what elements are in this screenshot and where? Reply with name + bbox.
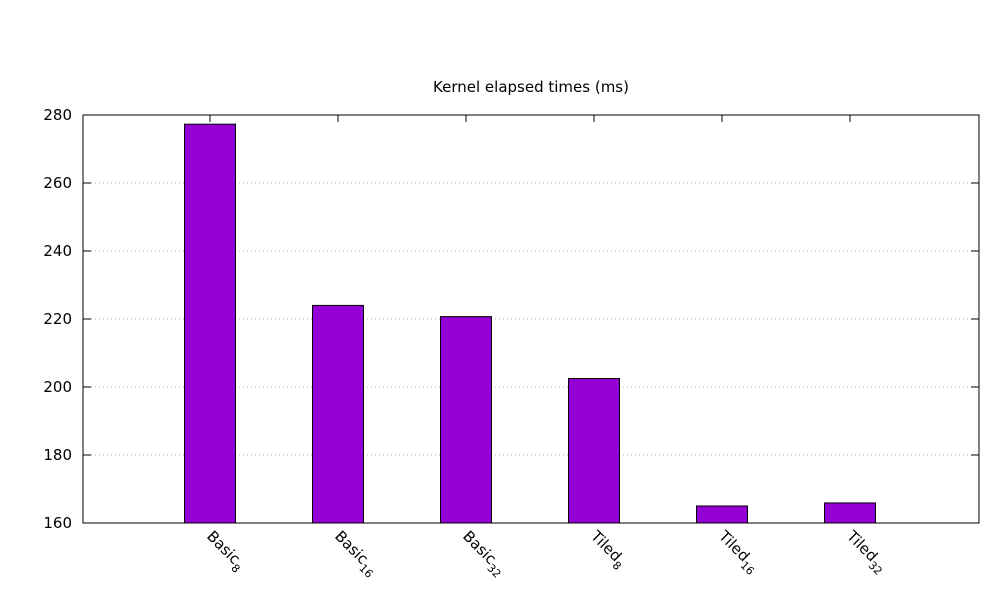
y-tick-label: 240: [43, 242, 72, 260]
x-tick-label: Tiled8: [584, 526, 631, 573]
svg-text:Tiled8: Tiled8: [584, 526, 631, 573]
bar-tiled32: [824, 502, 876, 524]
bar-basic32: [440, 316, 492, 524]
y-tick-label: 220: [43, 310, 72, 328]
y-tick-label: 260: [43, 174, 72, 192]
y-tick-label: 200: [43, 378, 72, 396]
x-tick-label: Basic32: [456, 527, 510, 581]
bar-basic8: [184, 123, 236, 524]
svg-text:Tiled32: Tiled32: [840, 526, 891, 577]
x-tick-label: Tiled16: [712, 526, 763, 577]
y-axis: 160 180 200 220 240 260 280: [43, 106, 979, 532]
y-tick-label: 180: [43, 446, 72, 464]
x-tick-label: Basic8: [200, 527, 249, 576]
y-tick-label: 160: [43, 514, 72, 532]
x-tick-label: Tiled32: [840, 526, 891, 577]
svg-text:Basic8: Basic8: [200, 527, 249, 576]
chart-title: Kernel elapsed times (ms): [433, 78, 629, 96]
bars: [184, 123, 876, 524]
bar-tiled16: [696, 505, 748, 524]
svg-text:Basic32: Basic32: [456, 527, 510, 581]
bar-tiled8: [568, 378, 620, 524]
svg-text:Tiled16: Tiled16: [712, 526, 763, 577]
x-tick-label: Basic16: [328, 527, 382, 581]
bar-basic16: [312, 304, 364, 524]
x-axis: Basic8 Basic16 Basic32 Tiled8 Tiled16 Tiled32: [200, 115, 891, 581]
svg-text:Basic16: Basic16: [328, 527, 382, 581]
grid-lines: [83, 182, 979, 456]
y-tick-label: 280: [43, 106, 72, 124]
